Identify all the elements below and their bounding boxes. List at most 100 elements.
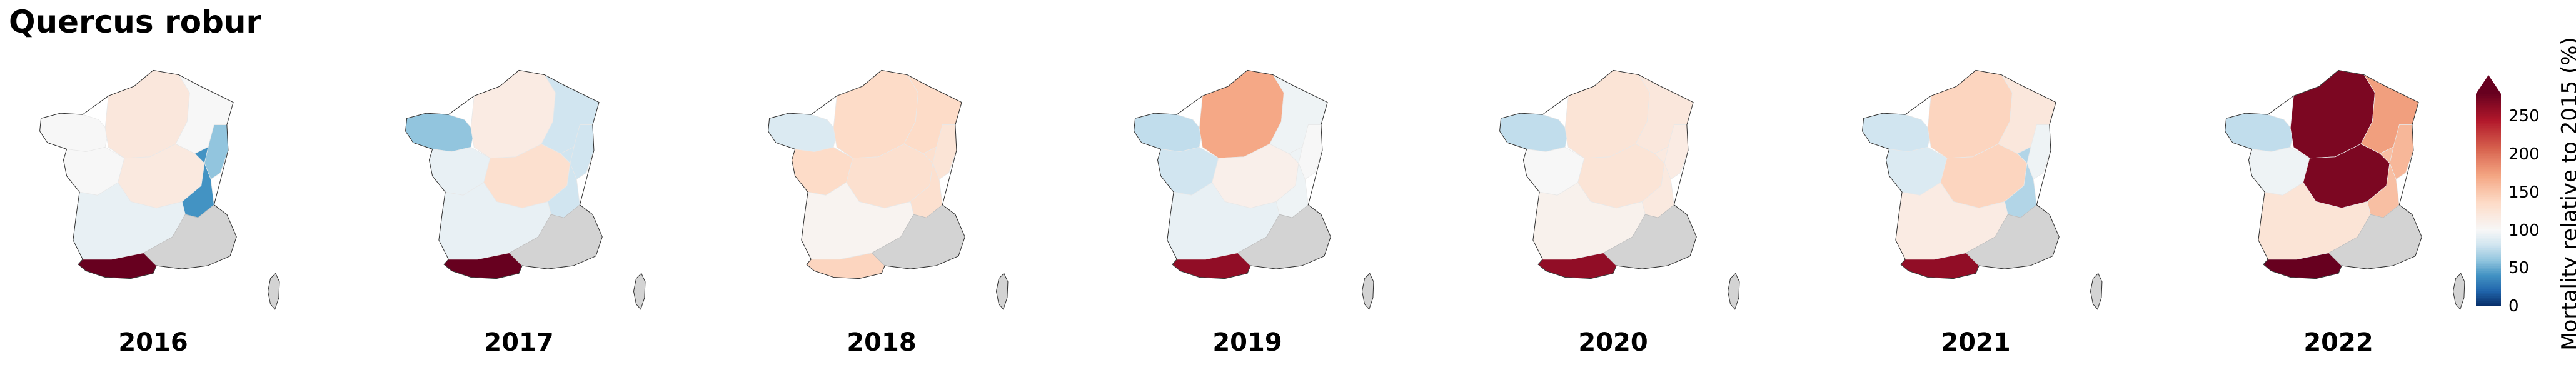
- colorbar-segment: [2476, 281, 2501, 284]
- colorbar-segment: [2476, 184, 2501, 186]
- colorbar-segment: [2476, 219, 2501, 222]
- colorbar-segment: [2476, 99, 2501, 101]
- year-label: 2021: [1941, 328, 2011, 357]
- colorbar-tick-label: 250: [2508, 107, 2540, 126]
- region-corsica: [995, 273, 1009, 310]
- colorbar-segment: [2476, 288, 2501, 291]
- colorbar-segment: [2476, 304, 2501, 306]
- colorbar-segment: [2476, 296, 2501, 298]
- colorbar-segment: [2476, 286, 2501, 289]
- colorbar-segment: [2476, 115, 2501, 118]
- colorbar-segment: [2476, 233, 2501, 236]
- colorbar-segment: [2476, 127, 2501, 130]
- colorbar-segment: [2476, 182, 2501, 185]
- colorbar-segment: [2476, 262, 2501, 264]
- colorbar-segment: [2476, 106, 2501, 109]
- colorbar-segment: [2476, 203, 2501, 206]
- colorbar-segment: [2476, 175, 2501, 178]
- colorbar: [2476, 75, 2501, 306]
- colorbar-segment: [2476, 180, 2501, 183]
- colorbar-segment: [2476, 258, 2501, 261]
- region-brittany: [39, 113, 109, 153]
- colorbar-segment: [2476, 212, 2501, 215]
- colorbar-segment: [2476, 171, 2501, 174]
- colorbar-segment: [2476, 230, 2501, 233]
- colorbar-extend-max: [2476, 75, 2501, 94]
- colorbar-segment: [2476, 147, 2501, 149]
- colorbar-segment: [2476, 297, 2501, 300]
- colorbar-segment: [2476, 150, 2501, 153]
- france-map: [768, 69, 1009, 310]
- colorbar-segment: [2476, 111, 2501, 114]
- colorbar-segment: [2476, 94, 2501, 96]
- colorbar-segment: [2476, 113, 2501, 116]
- colorbar-label: Mortality relative to 2015 (%): [2557, 37, 2576, 351]
- colorbar-segment: [2476, 193, 2501, 196]
- colorbar-segment: [2476, 251, 2501, 254]
- colorbar-segment: [2476, 104, 2501, 107]
- country-outline: [2225, 69, 2422, 279]
- colorbar-segment: [2476, 194, 2501, 197]
- year-label: 2016: [118, 328, 188, 357]
- colorbar-segment: [2476, 186, 2501, 188]
- colorbar-segment: [2476, 224, 2501, 228]
- figure-title: Quercus robur: [9, 4, 262, 40]
- colorbar-segment: [2476, 253, 2501, 256]
- france-map: [39, 69, 280, 310]
- year-label: 2019: [1212, 328, 1282, 357]
- colorbar-segment: [2476, 207, 2501, 209]
- colorbar-segment: [2476, 166, 2501, 169]
- colorbar-segment: [2476, 103, 2501, 105]
- map-panel-2018: 2018: [738, 59, 1025, 357]
- colorbar-segment: [2476, 148, 2501, 151]
- colorbar-segment: [2476, 269, 2501, 271]
- colorbar-segment: [2476, 292, 2501, 294]
- country-outline: [405, 69, 603, 279]
- colorbar-segment: [2476, 198, 2501, 201]
- colorbar-segment: [2476, 248, 2501, 250]
- colorbar-segment: [2476, 267, 2501, 270]
- colorbar-segment: [2476, 283, 2501, 286]
- country-outline: [1862, 69, 2060, 279]
- region-brittany: [2225, 113, 2294, 153]
- colorbar-segment: [2476, 235, 2501, 238]
- colorbar-segment: [2476, 271, 2501, 273]
- colorbar-segment: [2476, 211, 2501, 213]
- colorbar-segment: [2476, 139, 2501, 143]
- colorbar-segment: [2476, 138, 2501, 141]
- colorbar-segment: [2476, 218, 2501, 220]
- colorbar-segment: [2476, 216, 2501, 218]
- colorbar-segment: [2476, 246, 2501, 249]
- colorbar-segment: [2476, 152, 2501, 154]
- colorbar-segment: [2476, 134, 2501, 137]
- year-label: 2020: [1578, 328, 1648, 357]
- colorbar-segment: [2476, 118, 2501, 121]
- region-corsica: [1727, 273, 1740, 310]
- colorbar-segment: [2476, 126, 2501, 128]
- colorbar-segment: [2476, 260, 2501, 263]
- map-panel-2017: 2017: [375, 59, 663, 357]
- colorbar-segment: [2476, 279, 2501, 282]
- france-map: [1862, 69, 2103, 310]
- map-panel-2019: 2019: [1104, 59, 1391, 357]
- colorbar-segment: [2476, 189, 2501, 192]
- colorbar-segment: [2476, 214, 2501, 217]
- colorbar-segment: [2476, 168, 2501, 171]
- colorbar-segment: [2476, 154, 2501, 156]
- map-panel-2020: 2020: [1469, 59, 1757, 357]
- colorbar-segment: [2476, 256, 2501, 259]
- colorbar-segment: [2476, 141, 2501, 144]
- country-outline: [1499, 69, 1697, 279]
- region-corsica: [2452, 273, 2465, 310]
- colorbar-segment: [2476, 145, 2501, 148]
- colorbar-segment: [2476, 265, 2501, 268]
- colorbar-segment: [2476, 131, 2501, 133]
- colorbar-segment: [2476, 221, 2501, 224]
- france-map: [2225, 69, 2465, 310]
- colorbar-segment: [2476, 237, 2501, 239]
- colorbar-segment: [2476, 200, 2501, 203]
- colorbar-segment: [2476, 294, 2501, 296]
- region-corsica: [633, 273, 646, 310]
- colorbar-segment: [2476, 133, 2501, 135]
- colorbar-tick-label: 200: [2508, 145, 2540, 164]
